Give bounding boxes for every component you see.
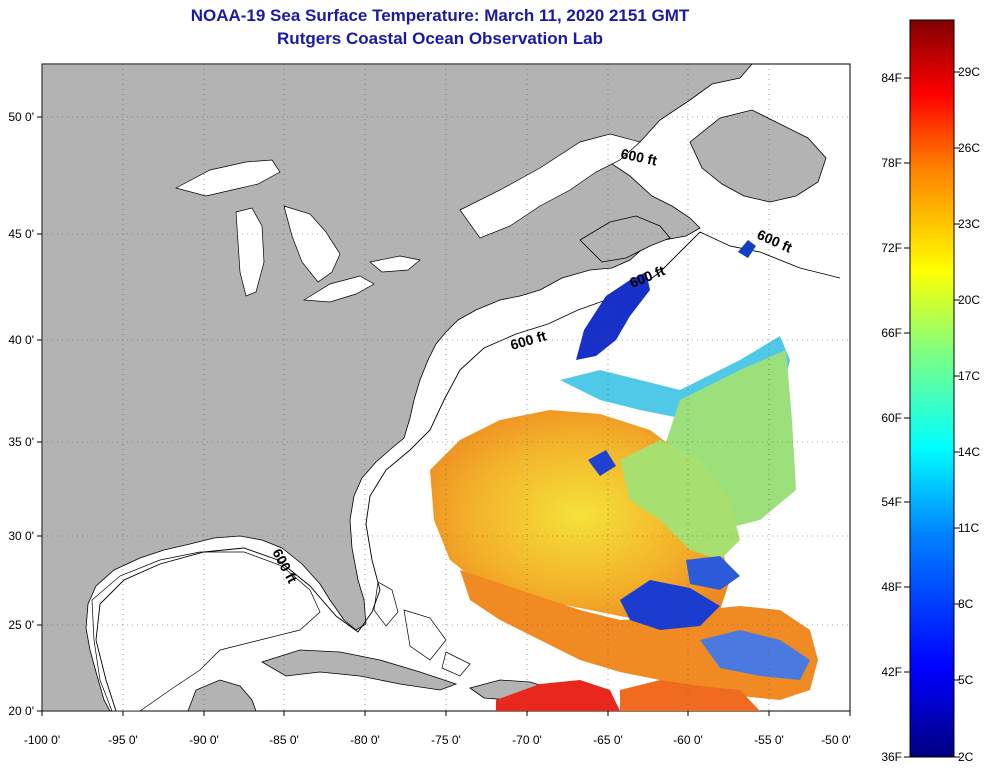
contour-label: 600 ft [619,145,658,168]
y-tick-label: 25 0' [8,618,34,632]
x-tick-label: -75 0' [431,733,461,747]
x-tick-label: -80 0' [350,733,380,747]
colorbar-c-label: 14C [958,445,980,459]
colorbar-f-label: 54F [881,495,902,509]
y-tick-label: 50 0' [8,110,34,124]
x-tick-label: -85 0' [269,733,299,747]
y-tick-label: 30 0' [8,529,34,543]
colorbar-f-label: 60F [881,411,902,425]
colorbar-f-label: 42F [881,665,902,679]
x-axis: -100 0' -95 0' -90 0' -85 0' -80 0' -75 … [24,711,851,747]
sst-green-mid [620,440,740,560]
colorbar-f-label: 84F [881,71,902,85]
land-nova-scotia [579,215,671,263]
sst-mixed-southeast [700,630,810,680]
sst-cold-patch [576,272,650,360]
x-tick-label: -100 0' [24,733,60,747]
x-tick-label: -95 0' [108,733,138,747]
map-title: NOAA-19 Sea Surface Temperature: March 1… [190,6,690,25]
sst-cold-northeast [738,240,756,258]
land-cuba [261,649,458,691]
map-subtitle: Rutgers Coastal Ocean Observation Lab [277,29,603,48]
colorbar-c-label: 2C [958,750,974,764]
st-lawrence-gulf [459,133,641,239]
y-tick-label: 35 0' [8,435,34,449]
x-tick-label: -55 0' [754,733,784,747]
colorbar-c-label: 20C [958,293,980,307]
sst-red-caribbean [496,680,620,711]
colorbar-f-label: 66F [881,326,902,340]
y-tick-label: 45 0' [8,227,34,241]
x-tick-label: -70 0' [512,733,542,747]
x-tick-label: -60 0' [673,733,703,747]
colorbar-f-label: 48F [881,580,902,594]
x-tick-label: -65 0' [593,733,623,747]
sst-blue-cloud-2 [686,556,740,590]
sst-orange-caribbean [620,680,760,711]
colorbar-c-label: 5C [958,673,974,687]
colorbar-c-label: 26C [958,141,980,155]
gulf-of-mexico [91,551,321,711]
colorbar-c-label: 11C [958,521,979,535]
sst-data [430,240,818,711]
land-newfoundland [689,109,827,203]
colorbar-c-label: 23C [958,217,980,231]
contour-600ft [95,231,841,711]
lake-michigan-huron [235,205,341,297]
colorbar-gradient [909,19,955,758]
y-axis: 50 0' 45 0' 40 0' 35 0' 30 0' 25 0' 20 0… [8,110,42,718]
land-north-america [42,64,753,711]
sst-blue-cloud-1 [620,580,720,630]
lake-erie-ontario [302,255,421,303]
sst-cold-eddy [588,450,616,476]
x-tick-label: -90 0' [189,733,219,747]
y-tick-label: 20 0' [8,704,34,718]
colorbar-c-label: 29C [958,65,980,79]
colorbar-f-label: 78F [881,156,902,170]
colorbar: 84F 78F 72F 66F 60F 54F 48F 42F 36F 29C … [881,19,980,764]
colorbar-c-label: 8C [958,597,974,611]
colorbar-c-label: 17C [958,369,980,383]
colorbar-f-label: 72F [881,241,902,255]
x-tick-label: -50 0' [821,733,851,747]
land-yucatan [187,679,257,711]
lake-superior [175,159,281,197]
y-tick-label: 40 0' [8,333,34,347]
colorbar-f-label: 36F [881,750,902,764]
